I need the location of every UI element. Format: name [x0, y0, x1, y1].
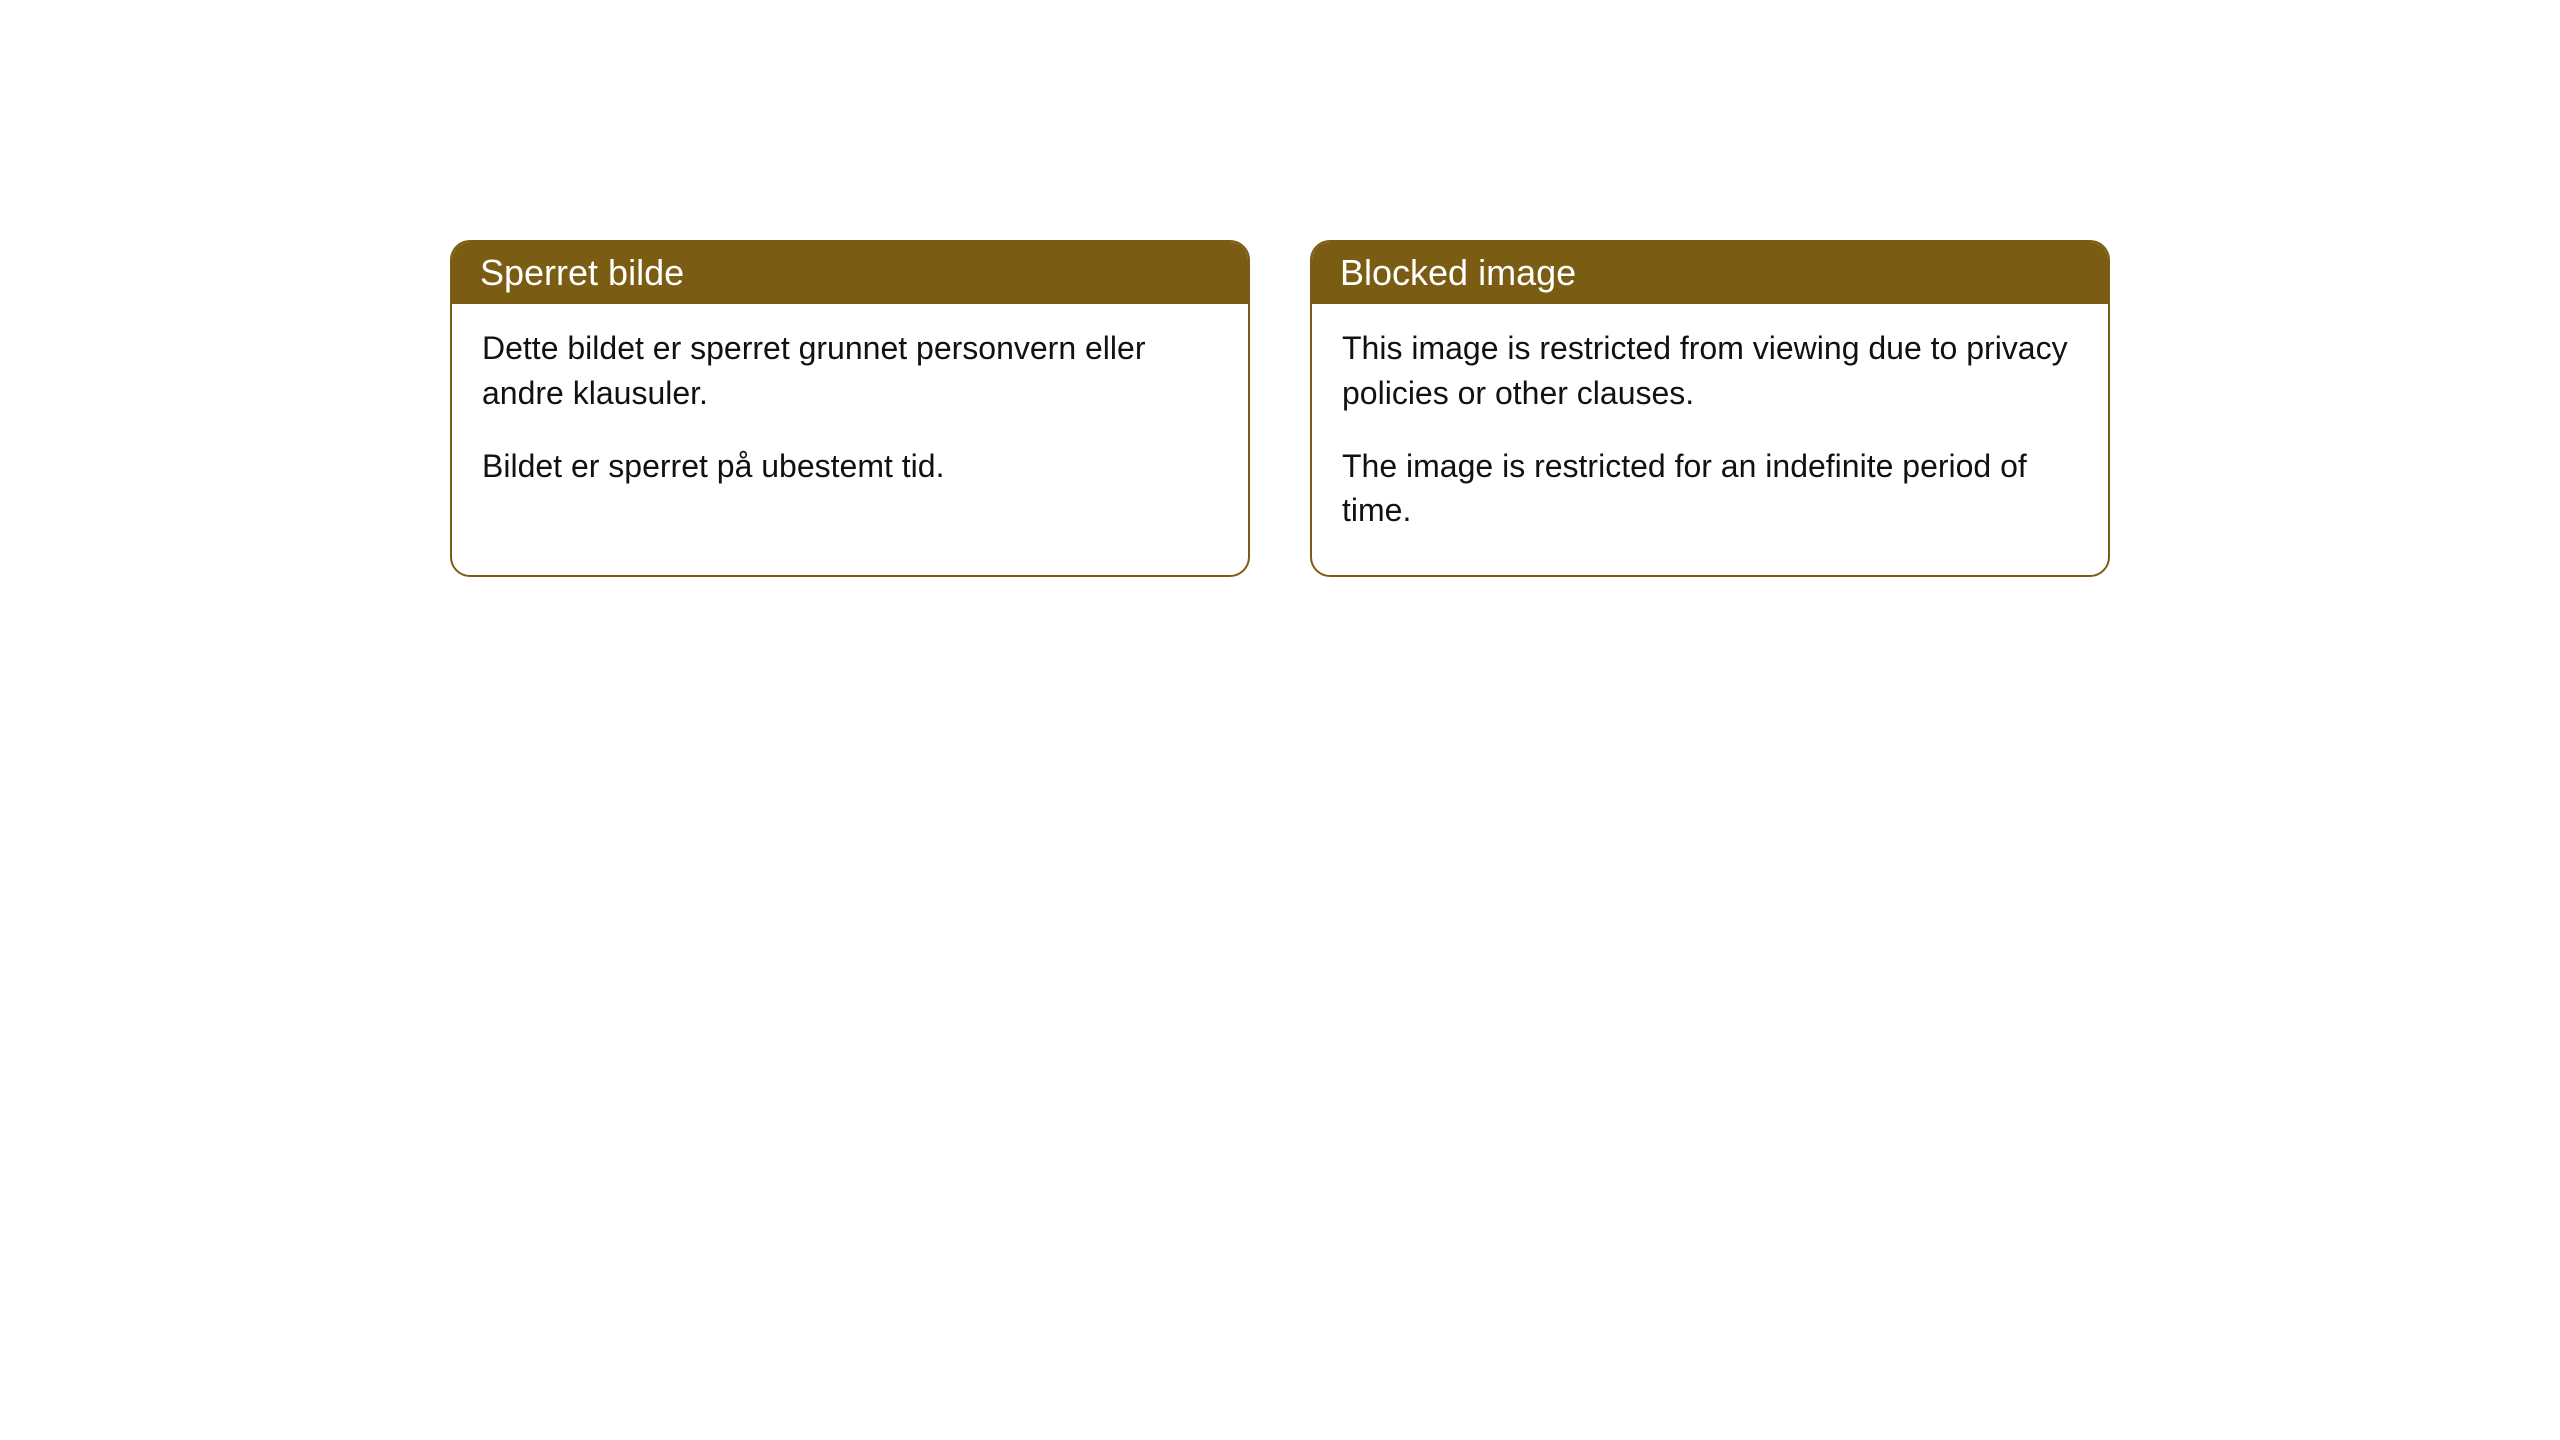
cards-container: Sperret bilde Dette bildet er sperret gr… — [450, 240, 2110, 577]
card-title: Sperret bilde — [480, 252, 684, 293]
card-title: Blocked image — [1340, 252, 1576, 293]
card-header: Sperret bilde — [452, 242, 1248, 304]
blocked-image-card-norwegian: Sperret bilde Dette bildet er sperret gr… — [450, 240, 1250, 577]
card-header: Blocked image — [1312, 242, 2108, 304]
card-paragraph: Dette bildet er sperret grunnet personve… — [482, 326, 1218, 416]
blocked-image-card-english: Blocked image This image is restricted f… — [1310, 240, 2110, 577]
card-body: This image is restricted from viewing du… — [1312, 304, 2108, 575]
card-body: Dette bildet er sperret grunnet personve… — [452, 304, 1248, 530]
card-paragraph: The image is restricted for an indefinit… — [1342, 444, 2078, 534]
card-paragraph: Bildet er sperret på ubestemt tid. — [482, 444, 1218, 489]
card-paragraph: This image is restricted from viewing du… — [1342, 326, 2078, 416]
